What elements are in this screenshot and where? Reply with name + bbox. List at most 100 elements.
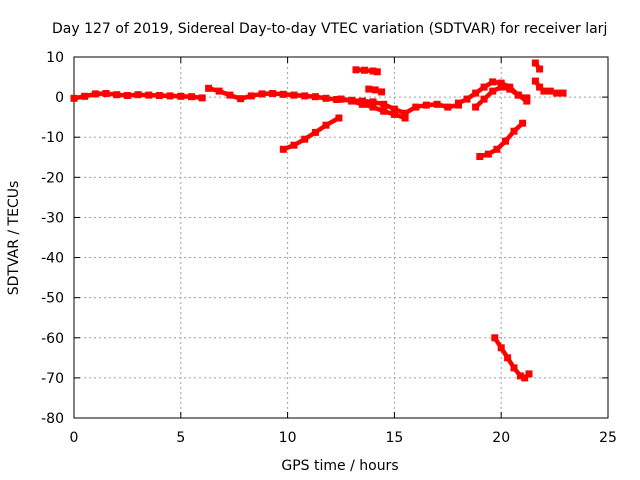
y-tick-label: -60 (41, 331, 64, 347)
data-point (361, 66, 368, 74)
x-tick-label: 5 (176, 430, 185, 446)
x-tick-label: 25 (599, 430, 617, 446)
data-point (380, 107, 388, 115)
data-point (352, 66, 360, 74)
data-point (510, 127, 518, 135)
data-point (497, 83, 505, 91)
y-tick-label: -10 (41, 130, 64, 146)
data-point (333, 96, 341, 103)
data-point (412, 103, 420, 111)
data-point (525, 370, 533, 378)
data-point (335, 114, 343, 122)
data-point (480, 95, 488, 103)
data-point (390, 110, 398, 118)
data-point (476, 153, 484, 160)
data-point (290, 91, 298, 99)
data-point (188, 93, 195, 101)
data-point (521, 374, 529, 382)
data-point (444, 103, 452, 111)
data-point (484, 150, 492, 158)
data-point (337, 95, 345, 103)
data-point (369, 98, 377, 106)
data-point (322, 94, 330, 102)
data-point (279, 90, 287, 98)
data-point (348, 97, 356, 105)
data-point (378, 88, 386, 96)
data-point (205, 84, 213, 92)
y-tick-label: -30 (41, 210, 64, 226)
data-point (455, 99, 462, 107)
data-point (559, 89, 567, 97)
data-point (480, 83, 488, 91)
data-point (373, 68, 381, 76)
data-point (422, 101, 430, 109)
data-point (504, 354, 512, 362)
data-point (358, 100, 366, 108)
chart-title: Day 127 of 2019, Sidereal Day-to-day VTE… (52, 21, 607, 37)
x-tick-label: 20 (492, 430, 510, 446)
x-tick-label: 10 (279, 430, 297, 446)
data-point (247, 92, 255, 100)
data-point (489, 87, 497, 95)
grid-lines (74, 57, 608, 418)
data-point (519, 119, 527, 127)
x-axis-label: GPS time / hours (281, 458, 398, 474)
plot-frame (73, 56, 609, 419)
data-point (311, 93, 319, 101)
data-point (113, 91, 121, 99)
y-tick-label: 0 (55, 90, 64, 106)
data-point (198, 94, 206, 102)
data-point (472, 103, 480, 111)
data-point (290, 141, 298, 149)
data-point (145, 91, 153, 99)
data-point (502, 137, 509, 145)
data-point (536, 83, 544, 91)
data-point (531, 59, 539, 67)
y-tick-label: -40 (41, 251, 64, 267)
y-tick-label: -70 (41, 371, 64, 387)
data-point (365, 85, 373, 93)
data-point (493, 145, 501, 153)
data-point (134, 91, 142, 99)
data-point (102, 90, 110, 97)
data-point (369, 103, 377, 111)
data-point (369, 67, 377, 75)
data-point (81, 92, 89, 100)
data-point (536, 65, 544, 73)
data-point (279, 145, 287, 153)
data-point (506, 85, 514, 93)
data-point (497, 79, 505, 87)
data-point (155, 92, 163, 99)
data-point (322, 121, 330, 129)
data-series (70, 59, 567, 382)
y-tick-label: -50 (41, 291, 64, 307)
x-tick-label: 15 (385, 430, 403, 446)
data-point (531, 77, 539, 85)
data-point (91, 90, 99, 98)
data-point (237, 95, 245, 103)
data-point (510, 364, 518, 372)
data-point (371, 86, 379, 94)
data-point (226, 91, 234, 99)
axis-ticks: 0 5 10 15 20 25 10 0 -10 -20 -30 -40 -50 -60 -70 -80 (41, 50, 617, 446)
data-point (301, 135, 309, 143)
data-point (491, 334, 499, 342)
data-point (70, 94, 78, 102)
data-point (390, 105, 398, 113)
data-point (311, 128, 319, 136)
y-tick-label: -80 (41, 411, 64, 427)
data-point (540, 87, 548, 95)
data-point (401, 114, 409, 122)
data-point (463, 95, 471, 103)
data-point (401, 109, 409, 117)
data-point (380, 100, 388, 108)
data-point (489, 78, 497, 86)
data-point (472, 89, 480, 97)
data-point (177, 92, 185, 100)
data-point (258, 90, 266, 98)
y-tick-label: -20 (41, 170, 64, 186)
data-point (516, 372, 524, 380)
data-point (546, 87, 554, 95)
data-point (123, 92, 131, 99)
